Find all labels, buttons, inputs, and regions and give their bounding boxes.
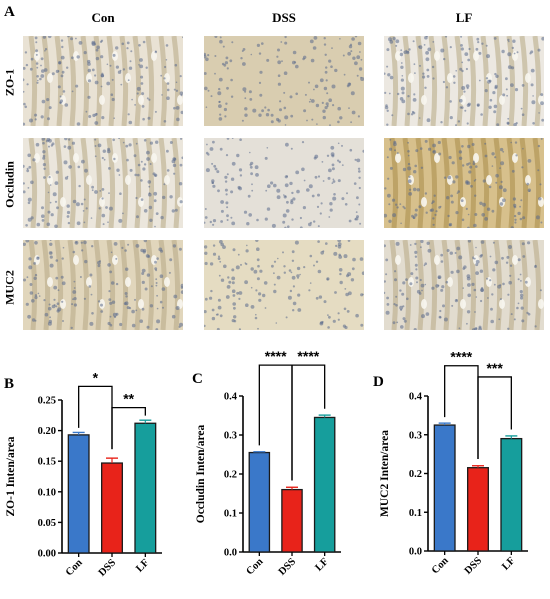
chart-zo1: 0.00 0.05 0.10 0.15 0.20 0.25 ZO-1 Inten/area C… [0, 369, 180, 594]
bar-dss [467, 467, 489, 552]
error-bar-dss [286, 486, 298, 490]
y-tick-label: 0.1 [224, 509, 237, 520]
error-bar-lf [139, 419, 152, 424]
y-axis-label: MUC2 Inten/area [379, 430, 391, 517]
significance-label: * [93, 369, 99, 385]
significance-label: **** [265, 348, 287, 364]
error-bar-dss [106, 457, 118, 464]
error-bar-lf [318, 414, 331, 418]
bar-lf [500, 437, 523, 552]
micrograph-occludin-dss [204, 138, 364, 228]
error-bar-dss [472, 465, 484, 468]
y-tick-label: 0.05 [38, 518, 56, 529]
y-tick-label: 0.4 [224, 392, 238, 403]
x-tick-label-lf: LF [500, 555, 517, 572]
column-label-lf: LF [455, 10, 473, 25]
column-label-con: Con [91, 10, 115, 25]
micrograph-muc2-dss [204, 240, 364, 330]
significance-bracket: **** [291, 348, 326, 481]
bar-lf [313, 416, 336, 553]
column-label-dss: DSS [272, 10, 296, 25]
y-tick-label: 0.0 [224, 548, 237, 559]
panel-letter-c: C [192, 371, 203, 387]
error-bar-lf [505, 435, 518, 439]
micrograph-occludin-lf [384, 138, 544, 228]
y-axis-label: Occludin Inten/area [195, 425, 207, 524]
panel-letter-d: D [373, 374, 384, 390]
row-label-occludin: Occludin [2, 161, 17, 208]
x-tick-label-dss: DSS [97, 557, 119, 579]
bar-dss [101, 462, 123, 554]
x-tick-label-lf: LF [314, 556, 331, 573]
y-tick-label: 0.1 [409, 508, 422, 519]
chart-svg: 0.0 0.1 0.2 0.3 0.4 MUC2 Inten/area Con DSS LF **… [379, 349, 528, 577]
chart-muc2: 0.0 0.1 0.2 0.3 0.4 MUC2 Inten/area Con DSS LF **… [368, 349, 550, 594]
x-tick-label-dss: DSS [463, 555, 485, 577]
micrograph-muc2-lf [384, 240, 544, 330]
y-tick-label: 0.3 [409, 430, 422, 441]
y-tick-label: 0.15 [38, 457, 56, 468]
panel-letter-a: A [4, 4, 15, 20]
significance-bracket: *** [477, 360, 512, 459]
y-tick-label: 0.0 [409, 547, 422, 558]
bar-con [248, 451, 271, 553]
x-tick-label-con: Con [430, 555, 451, 576]
x-tick-label-dss: DSS [277, 556, 299, 578]
row-label-muc2: MUC2 [2, 270, 17, 305]
y-tick-label: 0.20 [38, 426, 56, 437]
micrograph-zo-1-lf [384, 36, 544, 126]
micrograph-muc2-con [23, 240, 183, 330]
row-label-zo1: ZO-1 [2, 68, 17, 97]
y-tick-label: 0.10 [38, 487, 56, 498]
bar-con [67, 434, 90, 554]
y-tick-label: 0.00 [38, 549, 56, 560]
y-tick-label: 0.3 [224, 431, 237, 442]
chart-svg: 0.00 0.05 0.10 0.15 0.20 0.25 ZO-1 Inten/area C… [5, 369, 162, 579]
bar-lf [134, 422, 157, 554]
chart-svg: 0.0 0.1 0.2 0.3 0.4 Occludin Inten/area Con DSS… [195, 348, 341, 578]
x-tick-label-lf: LF [134, 557, 151, 574]
y-tick-label: 0.2 [224, 470, 237, 481]
bar-con [433, 424, 456, 552]
panel-letter-b: B [4, 376, 15, 392]
chart-occludin: 0.0 0.1 0.2 0.3 0.4 Occludin Inten/area Con DSS… [186, 348, 366, 594]
y-tick-label: 0.25 [38, 396, 56, 407]
micrograph-zo-1-dss [204, 36, 364, 126]
significance-bracket: ** [111, 391, 146, 450]
error-bar-con [72, 431, 85, 435]
x-tick-label-con: Con [244, 556, 265, 577]
error-bar-con [253, 451, 266, 453]
x-tick-label-con: Con [64, 557, 85, 578]
micrograph-occludin-con [23, 138, 183, 228]
bar-dss [281, 488, 303, 553]
significance-label: ** [123, 391, 134, 407]
error-bar-con [438, 422, 451, 426]
significance-label: *** [486, 360, 503, 376]
y-tick-label: 0.4 [409, 392, 423, 403]
y-axis-label: ZO-1 Inten/area [5, 436, 17, 516]
significance-label: **** [450, 349, 472, 365]
micrograph-zo-1-con [23, 36, 183, 126]
significance-label: **** [297, 348, 319, 364]
y-tick-label: 0.2 [409, 469, 422, 480]
